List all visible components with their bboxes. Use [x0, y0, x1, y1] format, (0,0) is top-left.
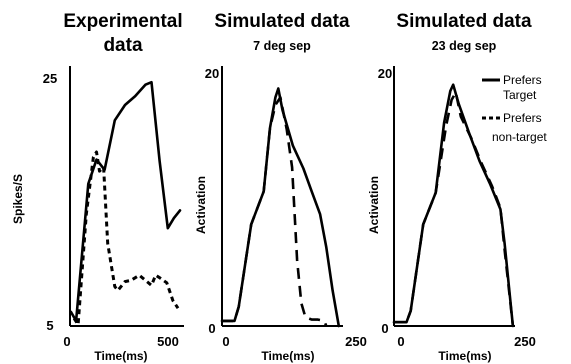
y-tick-label: 0: [381, 321, 388, 336]
y-tick-label: 20: [378, 66, 392, 81]
chart-panel-2: 20 00 250 Time(ms) Activation: [194, 66, 367, 363]
chart-panel-3: 20 00 250 Time(ms) Activation: [367, 66, 536, 363]
series-line-prefers-nontarget: [222, 96, 328, 327]
legend-target-label-2: Target: [503, 88, 537, 102]
panel2-subtitle: 7 deg sep: [253, 39, 311, 53]
x-tick-label: 250: [345, 334, 367, 349]
legend-nontarget-label-2: non-target: [492, 130, 547, 144]
y-tick-label: 5: [46, 318, 53, 333]
series-line-prefers-target: [392, 83, 515, 328]
x-tick-label: 0: [63, 334, 70, 349]
series-line-prefers-nontarget: [72, 150, 180, 327]
panel3-subtitle: 23 deg sep: [432, 39, 497, 53]
x-axis-label: Time(ms): [438, 349, 491, 363]
legend-target-label-1: Prefers: [503, 73, 542, 87]
panel3-title: Simulated data: [396, 11, 532, 32]
panel2-title: Simulated data: [214, 11, 350, 32]
chart-panel-1: 25 50 500 Time(ms) Spikes/S: [11, 66, 184, 363]
y-tick-label: 20: [205, 66, 219, 81]
y-axis-label: Activation: [194, 176, 208, 234]
panel1-title-line2: data: [103, 35, 143, 56]
x-tick-label: 250: [514, 334, 536, 349]
x-tick-label: 0: [222, 334, 229, 349]
y-tick-label: 25: [43, 71, 57, 86]
y-axis-label: Spikes/S: [11, 174, 25, 224]
x-tick-label: 500: [157, 334, 179, 349]
y-axis-label: Activation: [367, 176, 381, 234]
series-line-prefers-nontarget: [394, 91, 515, 327]
series-line-prefers-target: [220, 87, 341, 328]
legend-nontarget-label-1: Prefers: [503, 111, 542, 125]
x-axis-label: Time(ms): [94, 349, 147, 363]
series-line-prefers-target: [69, 80, 182, 323]
legend: Prefers Target Prefers non-target: [482, 73, 547, 144]
x-axis-label: Time(ms): [261, 349, 314, 363]
panel1-title-line1: Experimental: [63, 11, 182, 32]
y-tick-label: 0: [208, 321, 215, 336]
x-tick-label: 0: [397, 334, 404, 349]
